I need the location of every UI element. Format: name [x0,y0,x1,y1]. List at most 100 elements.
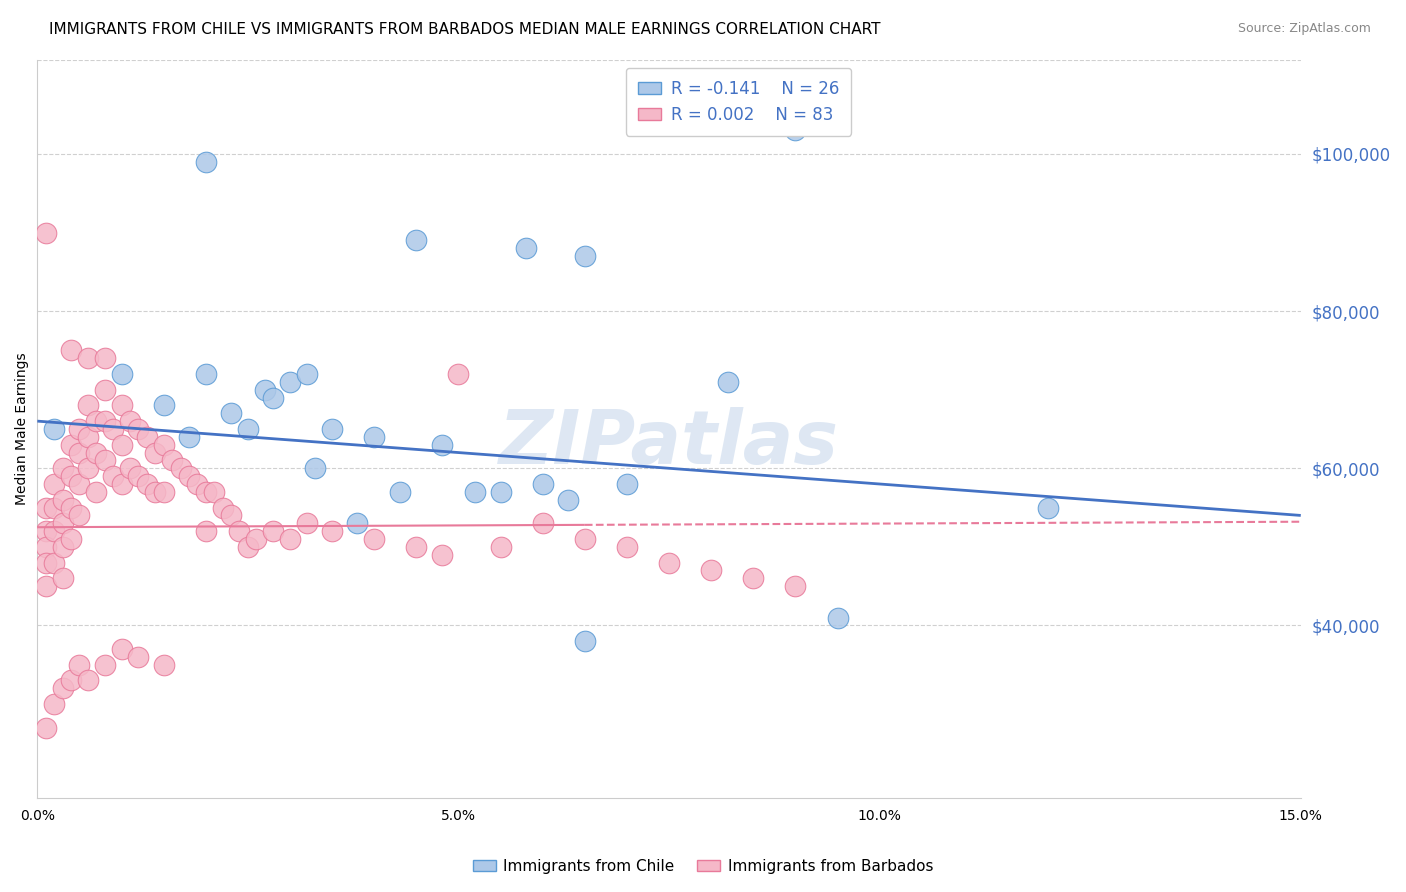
Point [211,500,233,515]
Point [143,484,166,499]
Point [363,532,385,546]
Point [295,516,318,531]
Point [44,697,66,711]
Point [35,500,58,515]
Point [700,564,723,578]
Point [557,492,579,507]
Point [194,367,217,381]
Point [785,579,807,593]
Point [60,438,83,452]
Point [44,477,66,491]
Point [44,422,66,436]
Point [194,154,217,169]
Point [35,540,58,554]
Point [35,579,58,593]
Point [93,414,115,428]
Point [135,477,157,491]
Point [464,484,486,499]
Point [616,477,638,491]
Point [93,657,115,672]
Point [346,516,368,531]
Point [35,721,58,735]
Point [60,343,83,358]
Point [118,414,141,428]
Point [152,398,174,412]
Point [321,524,343,538]
Legend: R = -0.141    N = 26, R = 0.002    N = 83: R = -0.141 N = 26, R = 0.002 N = 83 [626,68,851,136]
Point [35,556,58,570]
Point [228,524,250,538]
Point [118,461,141,475]
Point [202,484,225,499]
Point [304,461,326,475]
Point [295,367,318,381]
Point [69,422,91,436]
Point [127,422,149,436]
Point [169,461,191,475]
Point [531,477,554,491]
Point [110,477,132,491]
Point [278,375,301,389]
Point [60,500,83,515]
Point [447,367,470,381]
Point [69,477,91,491]
Point [44,556,66,570]
Point [489,540,512,554]
Point [76,430,98,444]
Point [52,492,75,507]
Point [44,524,66,538]
Point [69,508,91,523]
Point [35,226,58,240]
Point [177,430,200,444]
Point [44,500,66,515]
Point [262,524,284,538]
Point [135,430,157,444]
Point [236,422,259,436]
Point [785,123,807,137]
Point [616,540,638,554]
Point [742,571,765,585]
Point [93,453,115,467]
Point [186,477,208,491]
Point [515,241,537,255]
Point [76,398,98,412]
Point [101,469,124,483]
Point [127,649,149,664]
Point [69,445,91,459]
Point [531,516,554,531]
Point [405,233,427,247]
Point [574,634,596,648]
Point [717,375,740,389]
Point [363,430,385,444]
Point [489,484,512,499]
Point [827,610,849,624]
Point [430,438,453,452]
Point [127,469,149,483]
Point [110,398,132,412]
Point [52,516,75,531]
Point [219,508,242,523]
Point [93,383,115,397]
Point [110,367,132,381]
Point [52,571,75,585]
Point [84,414,107,428]
Point [177,469,200,483]
Point [321,422,343,436]
Legend: Immigrants from Chile, Immigrants from Barbados: Immigrants from Chile, Immigrants from B… [467,853,939,880]
Point [52,540,75,554]
Y-axis label: Median Male Earnings: Median Male Earnings [15,352,30,505]
Point [658,556,681,570]
Point [52,681,75,696]
Point [245,532,267,546]
Point [69,657,91,672]
Point [143,445,166,459]
Point [84,445,107,459]
Point [574,249,596,263]
Point [219,406,242,420]
Point [574,532,596,546]
Point [278,532,301,546]
Point [110,438,132,452]
Text: IMMIGRANTS FROM CHILE VS IMMIGRANTS FROM BARBADOS MEDIAN MALE EARNINGS CORRELATI: IMMIGRANTS FROM CHILE VS IMMIGRANTS FROM… [49,22,880,37]
Point [76,673,98,688]
Point [76,351,98,366]
